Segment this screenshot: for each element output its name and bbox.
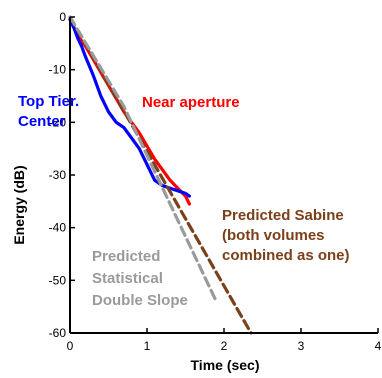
- y-tick-label: -30: [49, 168, 67, 182]
- annotation-predicted-sabine: Predicted Sabine (both volumes combined …: [222, 207, 350, 264]
- annotation-predicted-double-slope: Predicted Statistical Double Slope: [92, 248, 188, 309]
- series-line-1: [68, 18, 191, 198]
- annotation-near-aperture: Near aperture: [142, 94, 240, 111]
- annotation-near-aperture-line: Near aperture: [142, 94, 240, 111]
- svg-text:Predicted Statistical: Predicted Statistical Double Slope: [92, 248, 188, 309]
- svg-text:Predicted Sabine (both v: Predicted Sabine (both volumes combined …: [222, 207, 350, 264]
- annotation-sabine-line: combined as one): [222, 247, 350, 264]
- annotation-top-tier-line: Center: [18, 113, 66, 130]
- series-layer: [68, 15, 253, 335]
- series-line-0: [68, 18, 191, 206]
- y-tick-label: -40: [49, 221, 67, 235]
- y-tick-label: -60: [49, 326, 67, 340]
- annotation-double-slope-line: Predicted: [92, 248, 160, 265]
- x-tick-label: 2: [221, 339, 228, 353]
- series-line-3: [68, 15, 218, 303]
- y-tick-label: -50: [49, 273, 67, 287]
- annotation-double-slope-line: Statistical: [92, 270, 163, 287]
- y-tick-label: -20: [49, 115, 67, 129]
- x-tick-label: 0: [67, 339, 74, 353]
- svg-text:Top Tier. Center: Top Tier. Center: [18, 93, 83, 130]
- annotation-sabine-line: Predicted Sabine: [222, 207, 344, 224]
- svg-text:Near aperture: Near aperture: [142, 94, 240, 111]
- annotation-top-tier-line: Top Tier.: [18, 93, 79, 110]
- y-tick-label: 0: [59, 10, 66, 24]
- axes-layer: 0 1 2 3 4 0 -10 -20 -30 -40 -50 -60: [49, 10, 382, 353]
- annotation-top-tier-center: Top Tier. Center: [18, 93, 83, 130]
- x-tick-label: 4: [375, 339, 382, 353]
- annotation-double-slope-line: Double Slope: [92, 292, 188, 309]
- y-tick-label: -10: [49, 63, 67, 77]
- x-tick-label: 1: [144, 339, 151, 353]
- x-tick-label: 3: [298, 339, 305, 353]
- annotation-sabine-line: (both volumes: [222, 227, 325, 244]
- x-axis-title: Time (sec): [191, 357, 260, 373]
- y-axis-title: Energy (dB): [11, 165, 27, 244]
